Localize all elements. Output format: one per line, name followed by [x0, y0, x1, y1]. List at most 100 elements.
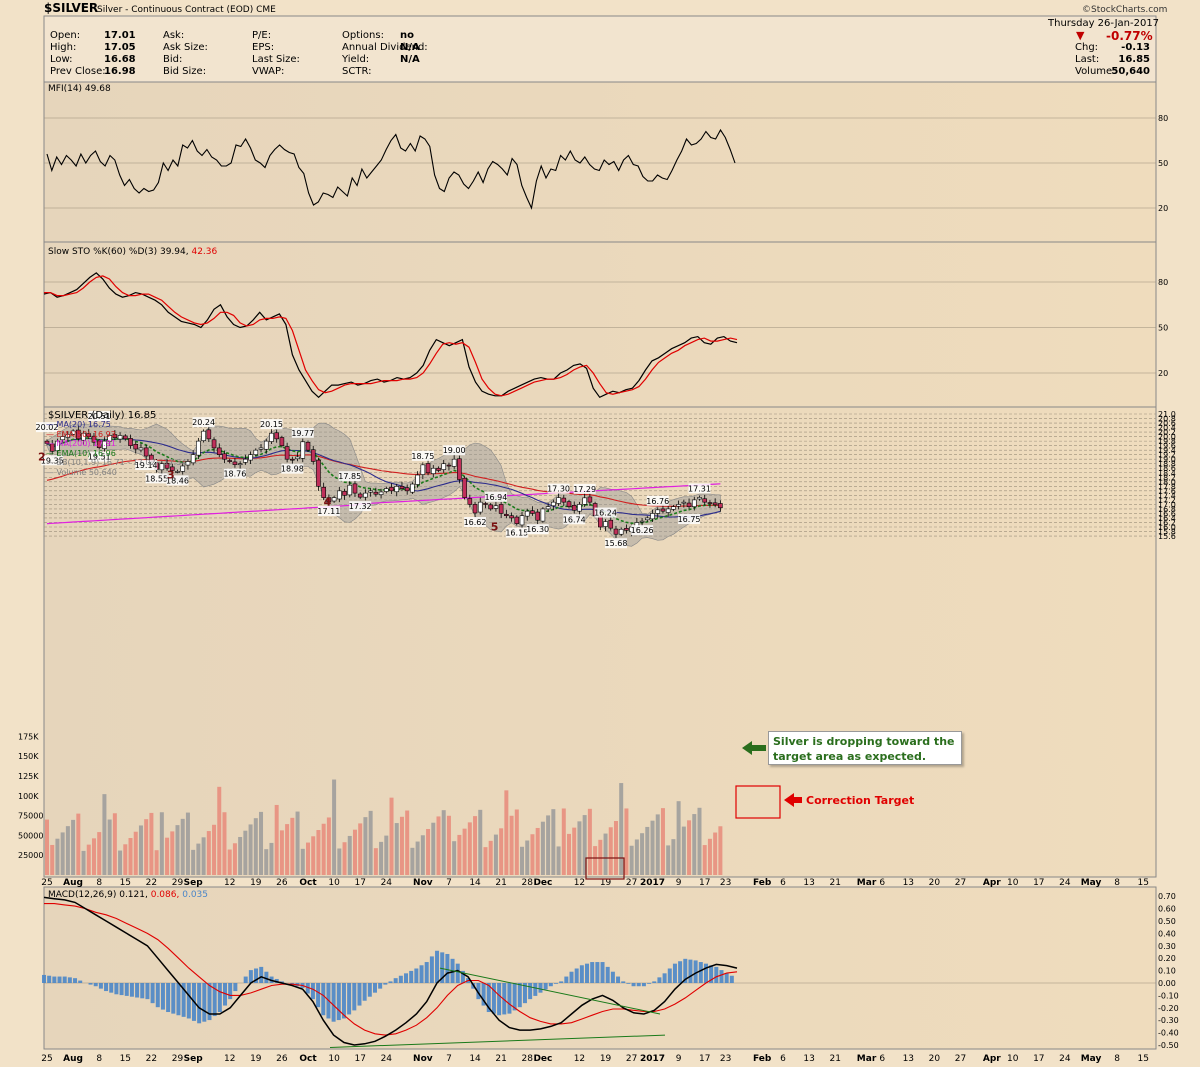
candle-up [180, 465, 186, 472]
candle-up [644, 517, 650, 521]
candle-down [342, 490, 347, 496]
candle-down [613, 528, 619, 535]
candle-down [305, 441, 311, 451]
price-tick-label: 18.8 [1158, 460, 1176, 469]
volume-bar [332, 779, 337, 875]
macd-histogram-bar [305, 983, 310, 994]
macd-histogram-bar [383, 983, 388, 985]
volume-bar [520, 846, 525, 875]
mfi-tick-label: 50 [1158, 159, 1168, 168]
macd-histogram-bar [667, 968, 672, 983]
volume-bar [556, 846, 561, 875]
volume-bar [462, 828, 467, 875]
price-label-bg [547, 483, 570, 494]
price-label: 18.55 [145, 474, 168, 483]
volume-bar [619, 783, 624, 875]
volume-bar [603, 833, 608, 875]
x-axis-label: 19 [250, 878, 262, 888]
macd-histogram-bar [88, 983, 93, 985]
candle-up [190, 454, 196, 464]
correction-target-label: Correction Target [806, 794, 915, 807]
macd-histogram-bar [47, 975, 52, 983]
correction-target-box [735, 785, 781, 819]
price-tick-label: 16.4 [1158, 514, 1176, 523]
candle-up [185, 461, 191, 466]
volume-bar [483, 847, 488, 875]
volume-bar [436, 816, 441, 875]
candle-down [608, 519, 614, 529]
candle-up [639, 520, 645, 523]
price-label: 16.15 [505, 529, 528, 538]
candle-up [415, 474, 420, 485]
volume-bar [217, 786, 222, 875]
macd-histogram-bar [590, 962, 595, 983]
macd-histogram-bar [140, 983, 145, 999]
x-axis-label: 8 [1114, 1054, 1120, 1064]
price-tick-label: 19.2 [1158, 451, 1176, 460]
price-label: 17.30 [547, 485, 570, 494]
macd-histogram-bar [197, 983, 202, 1024]
price-label-bg [36, 422, 58, 433]
volume-bar [399, 816, 404, 875]
price-label-bg [135, 460, 158, 471]
x-axis-label: Dec [533, 1054, 552, 1064]
macd-tick-label: -0.10 [1158, 991, 1179, 1000]
macd-histogram-bar [709, 965, 714, 983]
candle-up [524, 510, 530, 517]
macd-histogram-bar [533, 983, 538, 996]
legend-entry: — MA(20) 16.75 [46, 420, 111, 429]
divergence-trendline [329, 1034, 666, 1048]
macd-histogram-bar [378, 983, 383, 989]
stat-label: SCTR: [342, 66, 372, 77]
volume-bar [206, 831, 211, 875]
volume-bar [76, 813, 81, 875]
price-label: 18.46 [166, 476, 189, 485]
candle-up [451, 458, 457, 467]
macd-histogram-bar [73, 978, 78, 983]
volume-bar [493, 834, 498, 875]
price-label: 19.14 [135, 461, 158, 470]
macd-histogram-bar [435, 950, 440, 983]
price-label-bg [88, 451, 111, 462]
volume-bar [426, 828, 431, 875]
stat-value: 16.68 [104, 54, 136, 65]
macd-histogram-bar [67, 977, 72, 983]
macd-histogram-bar [316, 983, 321, 1008]
legend-entry: — EMA(50) 16.93 [46, 429, 116, 439]
price-tick-label: 20.6 [1158, 419, 1176, 428]
x-axis-label: 27 [955, 878, 966, 888]
x-axis-label: 15 [120, 1054, 131, 1064]
volume-bar [60, 832, 65, 875]
stat-value: 17.05 [104, 42, 136, 53]
legend-entry: — Volume 50,640 [46, 467, 117, 477]
macd-histogram-bar [124, 983, 129, 996]
macd-histogram-bar [243, 976, 248, 983]
x-axis-label: 20 [929, 1054, 941, 1064]
x-axis-label: 23 [720, 1054, 731, 1064]
candle-up [263, 440, 269, 450]
price-tick-label: 15.8 [1158, 528, 1176, 537]
volume-bar [587, 808, 592, 875]
volume-bar [91, 838, 96, 875]
candle-up [430, 467, 436, 474]
x-axis-label: 10 [328, 1054, 340, 1064]
candle-down [290, 458, 295, 461]
candle-up [60, 436, 65, 441]
volume-bar [415, 841, 420, 875]
mfi-tick-label: 20 [1158, 204, 1168, 213]
price-label: 19.00 [443, 446, 466, 455]
price-tick-label: 18.4 [1158, 469, 1176, 478]
candle-down [457, 458, 462, 480]
macd-histogram-bar [171, 983, 176, 1014]
volume-bar [452, 841, 457, 875]
candle-up [540, 508, 546, 522]
macd-histogram-bar [233, 983, 238, 992]
volume-bar [613, 821, 618, 875]
candle-up [650, 513, 655, 520]
macd-histogram-bar [683, 958, 688, 983]
candle-up [337, 490, 342, 500]
volume-bar [535, 827, 540, 875]
price-label-bg [604, 538, 627, 549]
mfi-tick-label: 80 [1158, 114, 1168, 123]
volume-bar [248, 824, 253, 875]
